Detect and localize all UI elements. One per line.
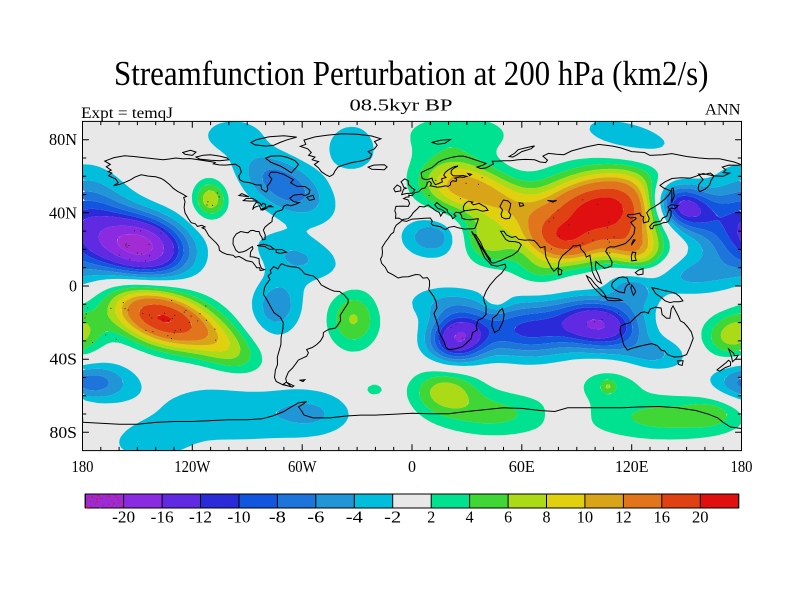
svg-text:2: 2 bbox=[427, 507, 435, 526]
svg-text:-16: -16 bbox=[151, 507, 174, 526]
svg-text:-20: -20 bbox=[112, 507, 135, 526]
svg-text:8: 8 bbox=[543, 507, 551, 526]
svg-text:Streamfunction Perturbation at: Streamfunction Perturbation at 200 hPa (… bbox=[114, 55, 709, 93]
svg-text:Expt = temqJ: Expt = temqJ bbox=[81, 105, 173, 122]
svg-text:60W: 60W bbox=[288, 457, 317, 476]
svg-text:60E: 60E bbox=[509, 457, 535, 476]
svg-text:6: 6 bbox=[504, 507, 512, 526]
svg-text:-12: -12 bbox=[189, 507, 212, 526]
svg-text:20: 20 bbox=[692, 507, 709, 526]
svg-text:180: 180 bbox=[731, 457, 753, 476]
svg-text:120E: 120E bbox=[615, 457, 649, 476]
svg-text:-4: -4 bbox=[346, 507, 363, 526]
svg-text:-8: -8 bbox=[269, 507, 286, 526]
svg-text:80S: 80S bbox=[50, 423, 78, 442]
svg-text:-6: -6 bbox=[307, 507, 324, 526]
svg-text:40N: 40N bbox=[49, 203, 77, 222]
svg-text:ANN: ANN bbox=[705, 102, 741, 119]
svg-text:-10: -10 bbox=[228, 507, 251, 526]
svg-text:12: 12 bbox=[615, 507, 632, 526]
svg-text:120W: 120W bbox=[174, 457, 210, 476]
svg-text:16: 16 bbox=[654, 507, 671, 526]
svg-text:80N: 80N bbox=[49, 130, 77, 149]
svg-text:-2: -2 bbox=[384, 507, 401, 526]
svg-text:4: 4 bbox=[466, 507, 474, 526]
svg-text:08.5kyr BP: 08.5kyr BP bbox=[350, 96, 453, 115]
svg-text:40S: 40S bbox=[50, 350, 78, 369]
svg-text:10: 10 bbox=[577, 507, 594, 526]
svg-text:0: 0 bbox=[69, 277, 77, 296]
svg-text:0: 0 bbox=[408, 457, 416, 476]
svg-text:180: 180 bbox=[72, 457, 94, 476]
